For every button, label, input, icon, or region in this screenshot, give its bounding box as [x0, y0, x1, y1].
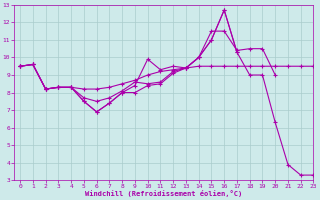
X-axis label: Windchill (Refroidissement éolien,°C): Windchill (Refroidissement éolien,°C) — [85, 190, 242, 197]
